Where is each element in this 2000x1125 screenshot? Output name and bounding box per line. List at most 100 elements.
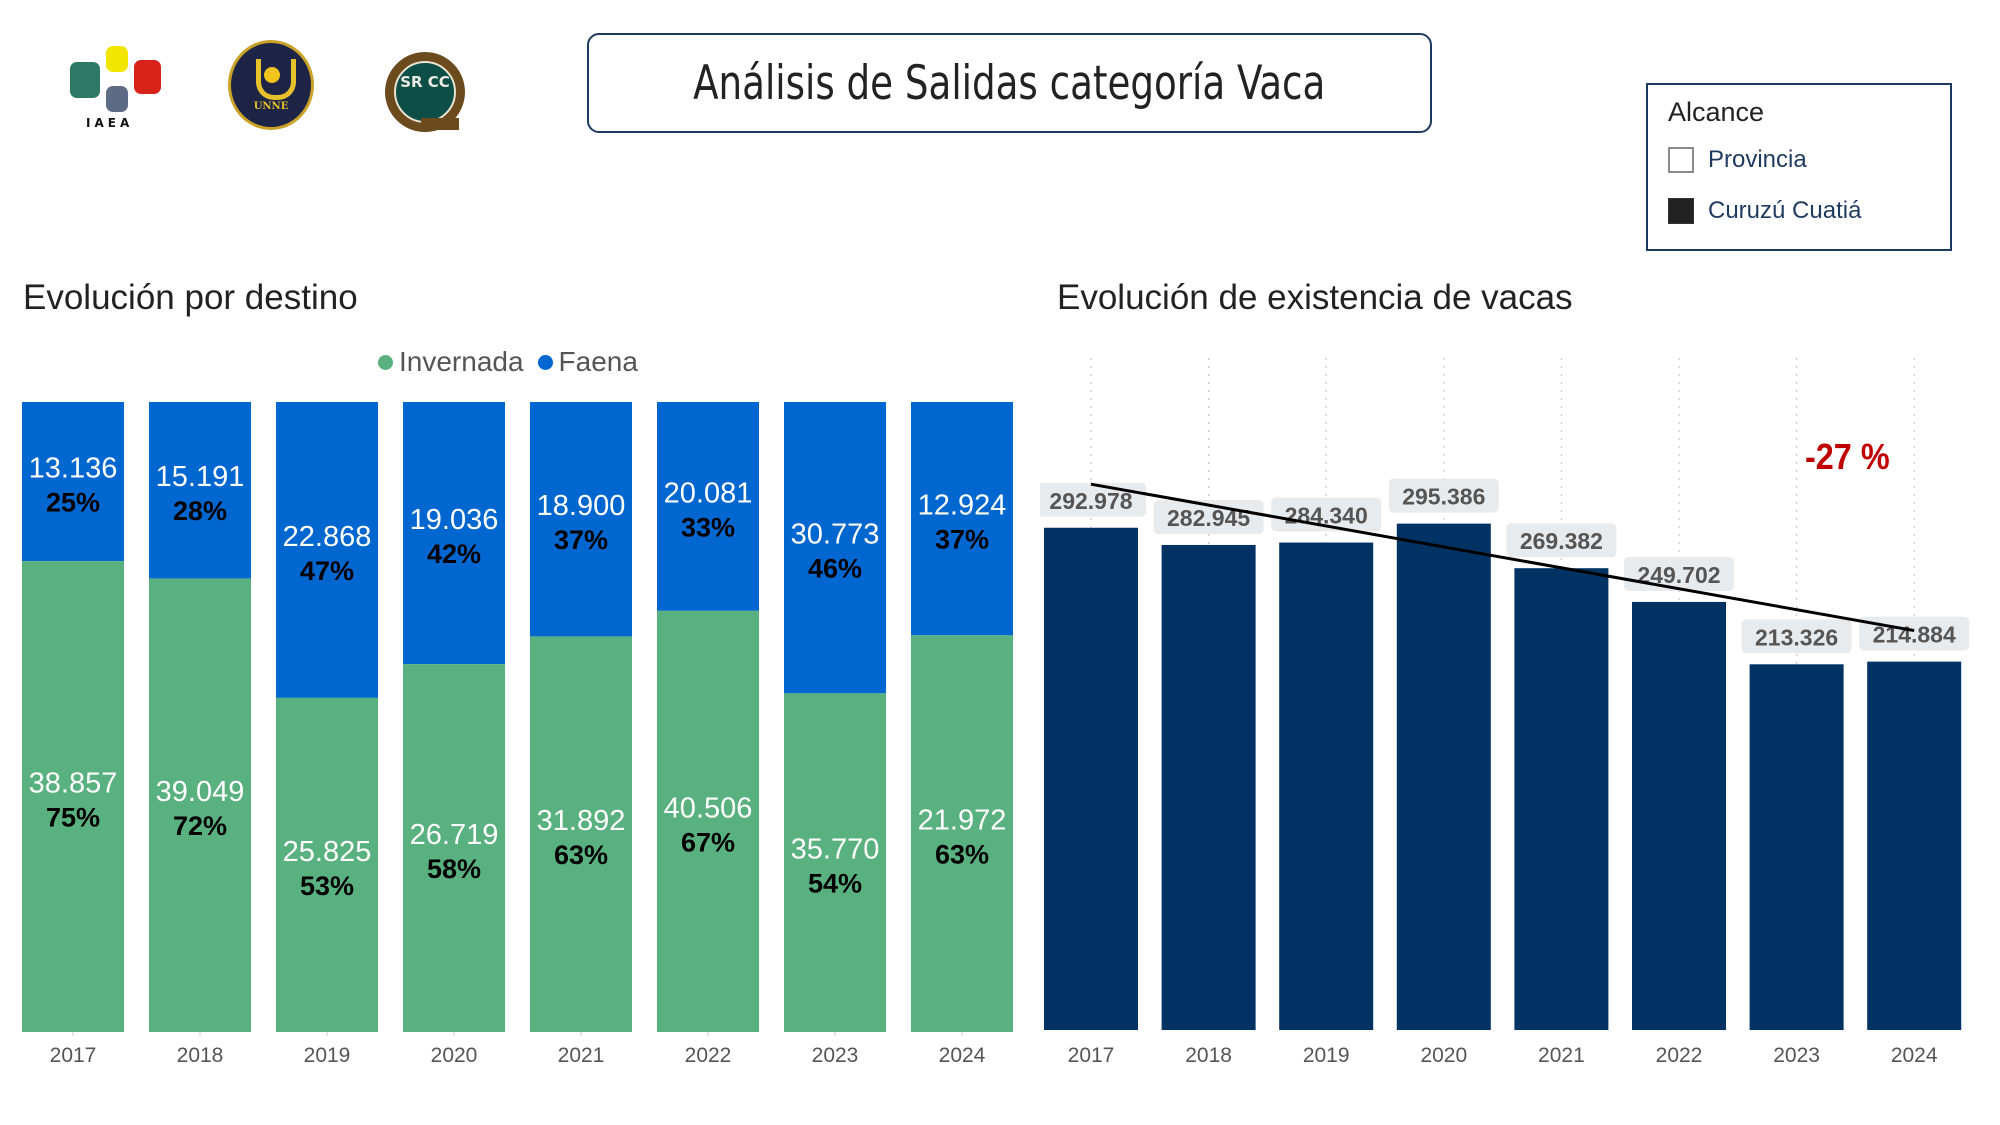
iaea-logo-text: IAEA [86, 116, 134, 130]
data-label-invernada-percent: 54% [808, 869, 862, 899]
bar-invernada-2018[interactable] [149, 578, 251, 1032]
slicer-item-label: Provincia [1708, 146, 1807, 173]
srcc-logo-text: SR CC [400, 73, 450, 91]
data-label-background [1271, 497, 1382, 532]
data-label-faena-value: 30.773 [791, 519, 880, 551]
bar-existencia-2020[interactable] [1396, 523, 1491, 1030]
x-tick-label: 2024 [939, 1044, 986, 1067]
bar-existencia-2018[interactable] [1161, 544, 1256, 1030]
data-label-faena-value: 12.924 [918, 490, 1007, 522]
chart-title-existencia: Evolución de existencia de vacas [1057, 278, 1573, 317]
legend-dot-icon [378, 354, 393, 370]
slicer-item-curuzu-cuatia[interactable]: Curuzú Cuatiá [1668, 197, 1861, 225]
iaea-field-tile [70, 62, 100, 98]
data-label-faena-value: 13.136 [29, 453, 118, 485]
bar-existencia-2019[interactable] [1279, 542, 1374, 1030]
bar-faena-2022[interactable] [657, 402, 759, 611]
bar-faena-2024[interactable] [911, 402, 1013, 636]
checkbox-checked-icon[interactable] [1668, 198, 1694, 224]
bar-faena-2018[interactable] [149, 402, 251, 579]
data-label-value: 295.386 [1402, 484, 1485, 510]
x-tick-label: 2024 [1891, 1044, 1938, 1067]
data-label-existencia: 213.326 [1741, 619, 1852, 654]
x-tick-label: 2020 [431, 1044, 478, 1067]
chart-title-destino: Evolución por destino [23, 278, 358, 317]
bar-existencia-2017[interactable] [1044, 527, 1138, 1030]
data-label-invernada-value: 40.506 [664, 792, 753, 824]
data-label-faena-percent: 37% [935, 525, 989, 555]
legend-item-faena[interactable]: Faena [537, 346, 638, 378]
x-tick-label: 2019 [1303, 1044, 1350, 1067]
data-label-invernada-value: 25.825 [283, 836, 372, 868]
alcance-slicer: Alcance Provincia Curuzú Cuatiá [1646, 83, 1952, 251]
x-tick-label: 2018 [177, 1044, 224, 1067]
data-label-faena-value: 22.868 [283, 521, 372, 553]
legend-label: Faena [558, 346, 638, 377]
legend-item-invernada[interactable]: Invernada [378, 346, 524, 378]
data-label-faena-percent: 33% [681, 512, 735, 542]
bar-invernada-2024[interactable] [911, 635, 1013, 1032]
srcc-logo: SR CC [385, 52, 465, 132]
page-title-box: Análisis de Salidas categoría Vaca [587, 33, 1432, 133]
data-label-existencia: 295.386 [1388, 478, 1499, 513]
checkbox-unchecked-icon[interactable] [1668, 147, 1694, 173]
bar-invernada-2020[interactable] [403, 664, 505, 1032]
data-label-invernada-percent: 67% [681, 827, 735, 857]
data-label-faena-percent: 28% [173, 496, 227, 526]
data-label-invernada-value: 38.857 [29, 768, 118, 800]
data-label-faena-value: 15.191 [156, 461, 245, 493]
data-label-faena-percent: 37% [554, 525, 608, 555]
data-label-invernada-value: 31.892 [537, 805, 626, 837]
data-label-faena-percent: 46% [808, 554, 862, 584]
bar-existencia-2024[interactable] [1867, 661, 1962, 1030]
bar-invernada-2019[interactable] [276, 697, 378, 1032]
iaea-grey-tile [106, 86, 128, 112]
slicer-item-provincia[interactable]: Provincia [1668, 146, 1807, 174]
iaea-logo: IAEA [68, 44, 173, 134]
iaea-yellow-tile [106, 46, 128, 72]
trend-line [1090, 482, 1915, 633]
data-label-background [1153, 499, 1264, 534]
bar-existencia-2023[interactable] [1749, 664, 1844, 1030]
bar-invernada-2017[interactable] [22, 561, 124, 1032]
data-label-faena-value: 18.900 [537, 490, 626, 522]
bar-faena-2019[interactable] [276, 402, 378, 698]
data-label-invernada-value: 35.770 [791, 834, 880, 866]
bar-invernada-2022[interactable] [657, 610, 759, 1032]
data-label-invernada-value: 21.972 [918, 805, 1007, 837]
data-label-invernada-percent: 58% [427, 854, 481, 884]
x-tick-label: 2023 [1773, 1044, 1820, 1067]
bar-invernada-2023[interactable] [784, 693, 886, 1032]
bar-faena-2021[interactable] [530, 402, 632, 637]
data-label-existencia: 249.702 [1624, 556, 1734, 591]
data-label-invernada-percent: 63% [935, 840, 989, 870]
bar-faena-2023[interactable] [784, 402, 886, 694]
data-label-existencia: 269.382 [1506, 523, 1617, 558]
bar-existencia-2021[interactable] [1514, 568, 1609, 1030]
page-title: Análisis de Salidas categoría Vaca [693, 55, 1326, 111]
data-label-invernada-percent: 53% [300, 871, 354, 901]
bar-faena-2017[interactable] [22, 402, 124, 562]
slicer-item-label: Curuzú Cuatiá [1708, 197, 1862, 224]
data-label-faena-percent: 42% [427, 539, 481, 569]
x-tick-label: 2022 [1656, 1044, 1703, 1067]
data-label-invernada-percent: 72% [173, 811, 227, 841]
bar-faena-2020[interactable] [403, 402, 505, 665]
x-tick-label: 2017 [50, 1044, 97, 1067]
data-label-background [1388, 478, 1499, 513]
data-label-invernada-percent: 75% [46, 803, 100, 833]
x-tick-label: 2021 [558, 1044, 605, 1067]
bar-existencia-2022[interactable] [1632, 601, 1726, 1030]
srcc-logo-tab [421, 118, 459, 130]
chart-legend: Invernada Faena [378, 346, 652, 378]
bar-invernada-2021[interactable] [530, 636, 632, 1032]
data-label-invernada-value: 26.719 [410, 819, 499, 851]
